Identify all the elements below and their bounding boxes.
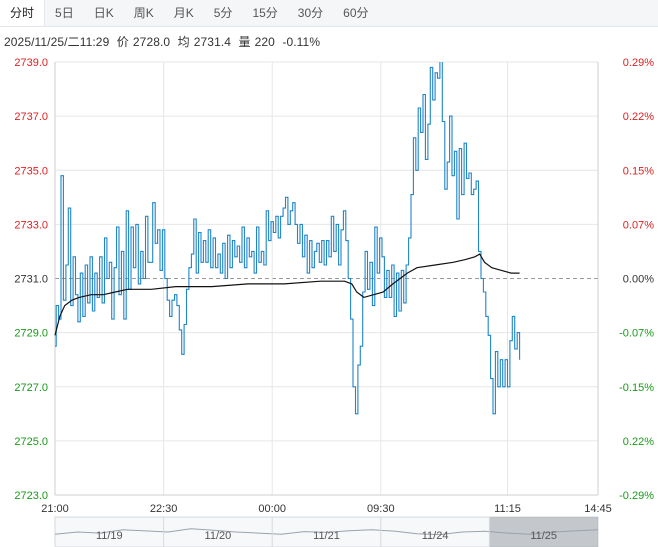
- x-tick-label: 14:45: [584, 503, 612, 515]
- tab-3[interactable]: 周K: [133, 6, 154, 20]
- avg-label: 均: [177, 35, 190, 49]
- y-tick-label: 2733.0: [14, 219, 48, 231]
- avg-value: 2731.4: [193, 35, 232, 49]
- x-tick-label: 22:30: [150, 503, 178, 515]
- navigator-date[interactable]: 11/24: [422, 530, 449, 542]
- y-tick-label: 2739.0: [14, 57, 48, 69]
- quote-datetime: 2025/11/25/二11:29: [4, 35, 110, 49]
- tab-2[interactable]: 日K: [93, 6, 114, 20]
- volume-label: 量: [238, 35, 251, 49]
- tab-8[interactable]: 60分: [343, 6, 369, 20]
- navigator-date[interactable]: 11/25: [530, 530, 557, 542]
- x-tick-label: 11:15: [494, 503, 521, 515]
- quote-info-bar: 2025/11/25/二11:29 价 2728.0 均 2731.4 量 220 -…: [4, 33, 324, 50]
- navigator-date[interactable]: 11/20: [205, 530, 232, 542]
- price-value: 2728.0: [132, 35, 171, 49]
- tab-1[interactable]: 5日: [55, 6, 74, 20]
- pct-tick-label: -0.29%: [619, 490, 654, 502]
- change-value: -0.11%: [282, 35, 321, 49]
- y-tick-label: 2735.0: [14, 165, 48, 177]
- tab-6[interactable]: 15分: [252, 6, 278, 20]
- volume-value: 220: [254, 35, 275, 49]
- pct-tick-label: 0.15%: [623, 165, 654, 177]
- avg-price-line: [54, 253, 520, 336]
- pct-tick-label: 0.00%: [623, 274, 654, 286]
- x-tick-label: 21:00: [41, 503, 69, 515]
- x-tick-label: 00:00: [258, 503, 286, 515]
- pct-tick-label: -0.07%: [619, 328, 654, 340]
- y-tick-label: 2729.0: [14, 328, 48, 340]
- navigator-date[interactable]: 11/21: [313, 530, 340, 542]
- tab-7[interactable]: 30分: [297, 6, 324, 20]
- navigator-selection[interactable]: [489, 517, 598, 547]
- y-tick-label: 2737.0: [14, 111, 48, 123]
- x-tick-label: 09:30: [367, 503, 395, 515]
- pct-tick-label: 0.07%: [623, 219, 654, 231]
- price-line: [55, 62, 521, 415]
- tab-0[interactable]: 分时: [0, 0, 46, 26]
- pct-tick-label: 0.22%: [623, 111, 654, 123]
- tab-4[interactable]: 月K: [173, 6, 194, 20]
- navigator-date[interactable]: 11/19: [96, 530, 123, 542]
- y-tick-label: 2723.0: [14, 490, 48, 502]
- pct-tick-label: 0.22%: [623, 436, 654, 448]
- y-tick-label: 2731.0: [14, 274, 48, 286]
- pct-tick-label: -0.15%: [619, 382, 654, 394]
- period-tabs: 分时 5日 日K 周K 月K 5分 15分 30分 60分: [0, 0, 658, 27]
- tab-5[interactable]: 5分: [213, 6, 233, 20]
- pct-tick-label: 0.29%: [623, 57, 654, 69]
- price-label: 价: [116, 35, 129, 49]
- y-tick-label: 2725.0: [14, 436, 48, 448]
- y-tick-label: 2727.0: [14, 382, 48, 394]
